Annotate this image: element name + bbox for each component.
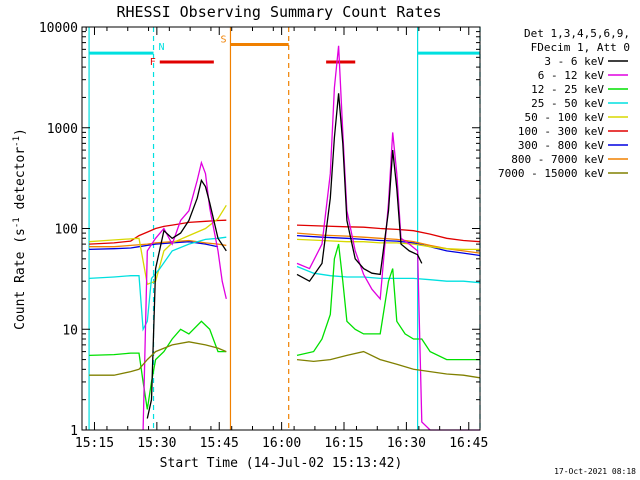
trace-50-100--6 <box>89 204 227 286</box>
y-axis-label: Count Rate (s-1 detector-1) <box>12 128 28 330</box>
trace-12-25--10 <box>89 320 227 410</box>
plot-area: NFS 15:15 15:30 15:45 16:00 16:15 16:30 16:45 … <box>39 21 488 451</box>
x-tick-label-5: 16:30 <box>387 436 426 451</box>
legend-label-1: 6 - 12 keV <box>538 69 605 82</box>
legend-label-3: 25 - 50 keV <box>531 97 604 110</box>
x-tick-label-3: 16:00 <box>262 436 301 451</box>
legend-label-8: 7000 - 15000 keV <box>498 167 604 180</box>
flag-label-2: F <box>150 57 156 68</box>
trace-300-800--3 <box>296 234 481 257</box>
flag-bars: NF S <box>89 35 480 68</box>
legend-label-5: 100 - 300 keV <box>518 125 604 138</box>
x-tick-label-6: 16:45 <box>449 436 488 451</box>
trace-100-300--0 <box>89 219 227 245</box>
trace-3-6--15 <box>296 93 423 283</box>
y-axis-ticks: 1 10 100 1000 10000 <box>39 21 480 439</box>
data-traces <box>89 45 481 431</box>
trace-7000-15000--17 <box>296 350 481 379</box>
y-tick-label-3: 1000 <box>47 122 78 137</box>
x-tick-label-2: 15:45 <box>200 436 239 451</box>
x-tick-label-1: 15:30 <box>137 436 176 451</box>
legend-label-0: 3 - 6 keV <box>544 55 604 68</box>
vertical-markers <box>88 27 481 430</box>
footer-timestamp: 17-Oct-2021 08:18 <box>554 467 636 476</box>
x-tick-label-0: 15:15 <box>75 436 114 451</box>
y-tick-label-2: 100 <box>55 223 78 238</box>
trace-50-100--7 <box>296 238 480 251</box>
flag-label-4: S <box>220 35 226 46</box>
y-tick-label-0: 1 <box>70 424 78 439</box>
trace-6-12--13 <box>296 45 480 431</box>
flag-label-0: N <box>159 42 165 53</box>
y-tick-label-1: 10 <box>62 323 78 338</box>
x-axis-ticks: 15:15 15:30 15:45 16:00 16:15 16:30 16:45 <box>75 27 488 451</box>
legend-label-4: 50 - 100 keV <box>525 111 605 124</box>
legend-label-2: 12 - 25 keV <box>531 83 604 96</box>
trace-25-50--8 <box>89 236 227 332</box>
chart-title: RHESSI Observing Summary Count Rates <box>116 3 441 21</box>
trace-25-50--9 <box>296 265 481 284</box>
x-tick-label-4: 16:15 <box>324 436 363 451</box>
legend: Det 1,3,4,5,6,9,FDecim 1, Att 03 - 6 keV… <box>498 27 630 180</box>
trace-12-25--11 <box>296 243 480 361</box>
legend-header-1: FDecim 1, Att 0 <box>531 41 630 54</box>
legend-header-0: Det 1,3,4,5,6,9, <box>524 27 630 40</box>
trace-7000-15000--16 <box>89 341 227 376</box>
x-axis-label: Start Time (14-Jul-02 15:13:42) <box>160 456 403 471</box>
y-tick-label-4: 10000 <box>39 21 78 36</box>
trace-6-12--12 <box>142 160 227 431</box>
trace-3-6--14 <box>146 178 227 419</box>
legend-label-7: 800 - 7000 keV <box>511 153 604 166</box>
legend-label-6: 300 - 800 keV <box>518 139 604 152</box>
trace-100-300--1 <box>296 224 481 243</box>
trace-800-7000--4 <box>89 239 227 248</box>
